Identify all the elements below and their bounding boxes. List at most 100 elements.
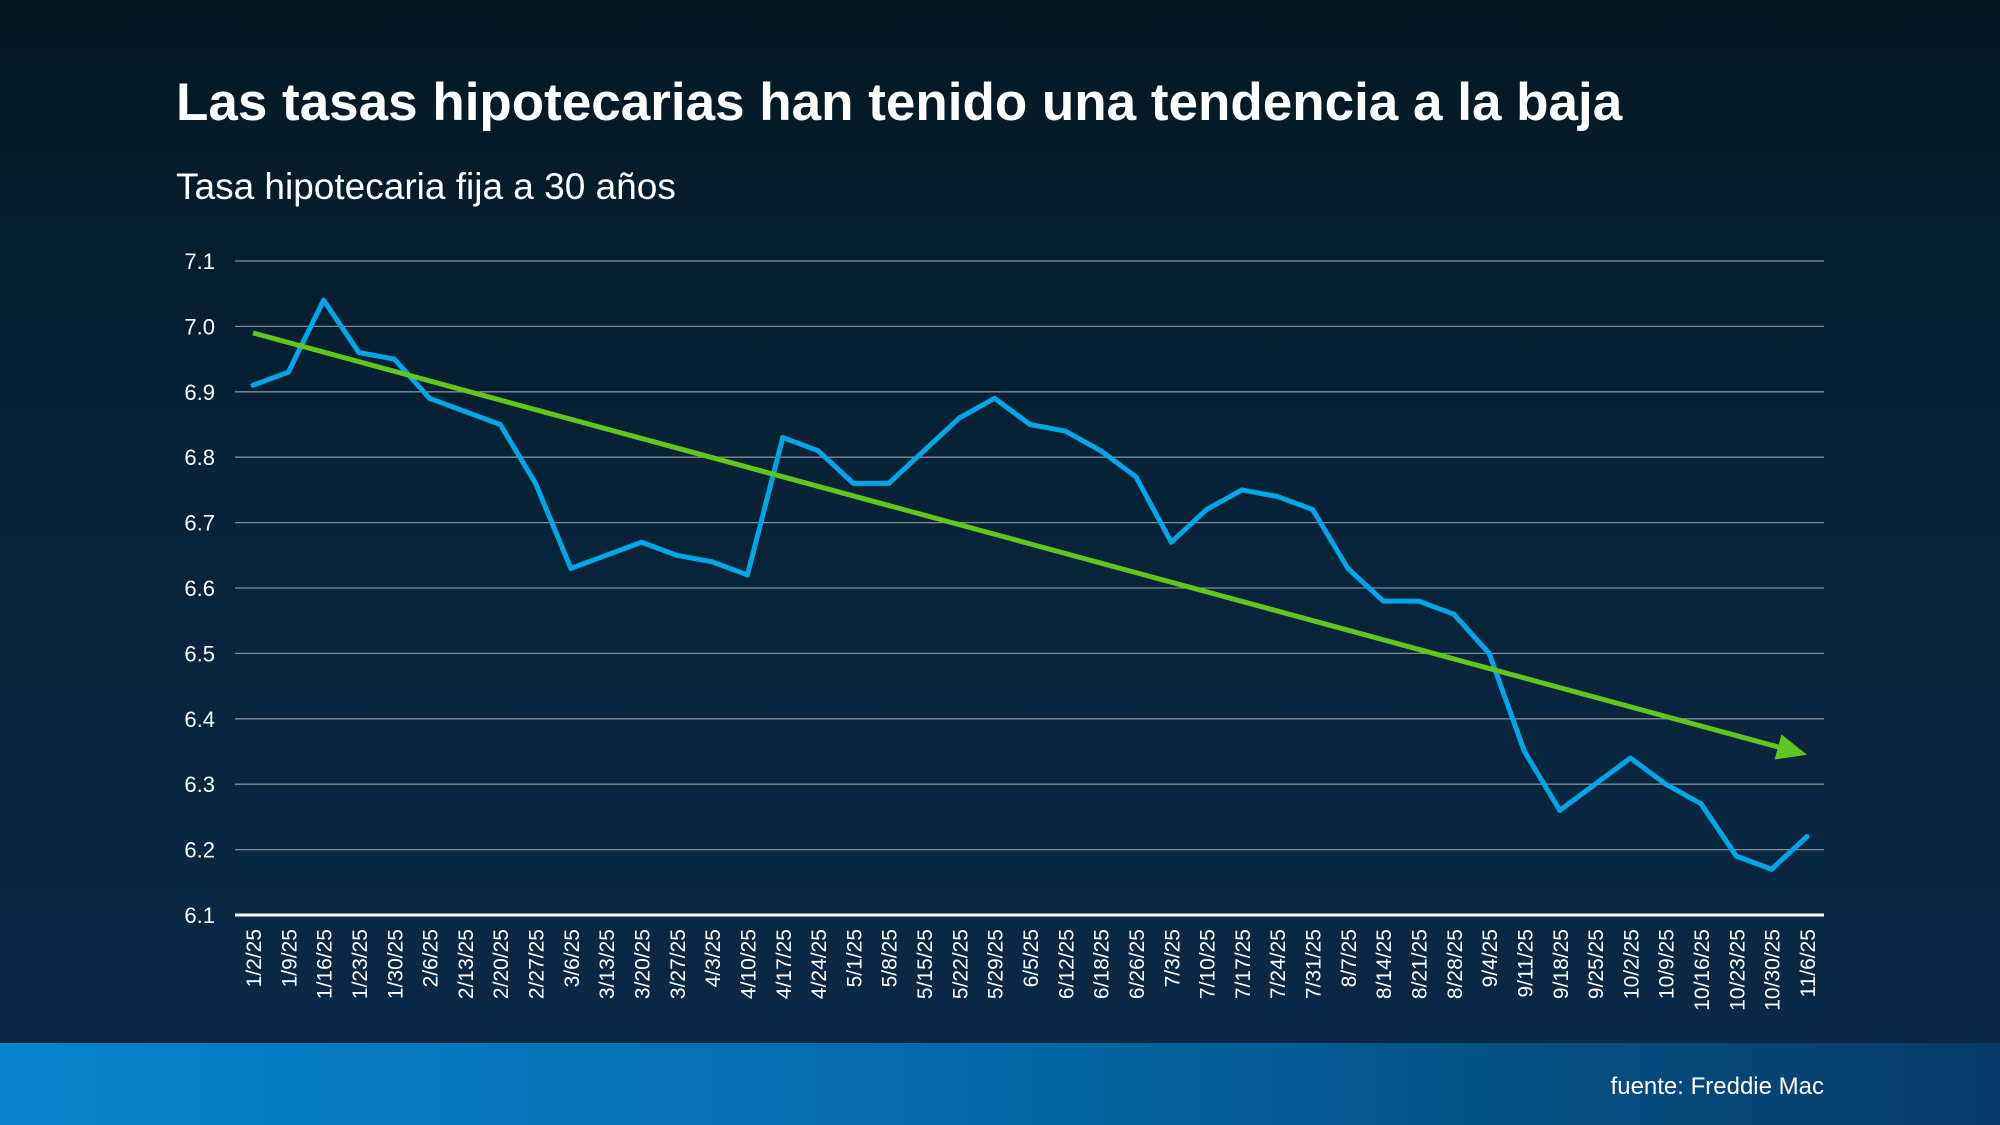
data-point bbox=[1310, 507, 1316, 513]
x-tick-label: 10/30/25 bbox=[1762, 929, 1785, 1011]
source-label: fuente: Freddie Mac bbox=[1610, 1073, 1824, 1100]
data-point bbox=[1062, 428, 1068, 434]
x-tick-label: 9/18/25 bbox=[1550, 929, 1573, 999]
data-point bbox=[744, 572, 750, 578]
data-point bbox=[674, 552, 680, 558]
x-tick-label: 2/27/25 bbox=[526, 929, 549, 999]
x-tick-label: 1/16/25 bbox=[314, 929, 337, 999]
data-point bbox=[1133, 474, 1139, 480]
x-tick-label: 5/29/25 bbox=[985, 929, 1008, 999]
x-tick-label: 5/1/25 bbox=[843, 929, 866, 987]
line-chart: 7.1 7.0 6.9 6.8 6.7 6.6 6.5 6.4 6.3 6.2 6.1 1/2/25 1… bbox=[184, 260, 1824, 1011]
x-tick-label: 2/13/25 bbox=[455, 929, 478, 999]
x-tick-label: 4/3/25 bbox=[702, 929, 725, 987]
data-point bbox=[1345, 565, 1351, 571]
x-tick-label: 5/8/25 bbox=[879, 929, 902, 987]
x-tick-label: 2/20/25 bbox=[490, 929, 513, 999]
x-tick-label: 5/22/25 bbox=[949, 929, 972, 999]
data-point bbox=[391, 356, 397, 362]
x-tick-label: 8/21/25 bbox=[1409, 929, 1432, 999]
x-tick-label: 1/30/25 bbox=[384, 929, 407, 999]
data-point bbox=[850, 480, 856, 486]
data-point bbox=[250, 382, 256, 388]
data-point bbox=[1592, 781, 1598, 787]
x-tick-label: 3/20/25 bbox=[632, 929, 655, 999]
x-tick-label: 3/13/25 bbox=[596, 929, 619, 999]
x-tick-label: 4/10/25 bbox=[737, 929, 760, 999]
x-tick-label: 3/6/25 bbox=[561, 929, 584, 987]
x-tick-label: 7/10/25 bbox=[1197, 929, 1220, 999]
data-point bbox=[921, 448, 927, 454]
x-tick-label: 1/9/25 bbox=[278, 929, 301, 987]
data-point bbox=[709, 559, 715, 565]
x-tick-label: 5/15/25 bbox=[914, 929, 937, 999]
x-tick-label: 4/17/25 bbox=[773, 929, 796, 999]
data-point bbox=[815, 448, 821, 454]
x-tick-label: 9/25/25 bbox=[1585, 929, 1608, 999]
x-tick-label: 6/18/25 bbox=[1091, 929, 1114, 999]
x-tick-label: 1/23/25 bbox=[349, 929, 372, 999]
x-tick-label: 8/7/25 bbox=[1338, 929, 1361, 987]
y-tick-label: 6.8 bbox=[184, 445, 215, 470]
x-tick-label: 10/23/25 bbox=[1726, 929, 1749, 1011]
data-point bbox=[1239, 487, 1245, 493]
y-tick-label: 6.2 bbox=[184, 838, 215, 863]
x-tick-label: 7/24/25 bbox=[1267, 929, 1290, 999]
chart-subtitle: Tasa hipotecaria fija a 30 años bbox=[176, 166, 676, 207]
trend-line bbox=[252, 330, 1779, 750]
data-point bbox=[285, 369, 291, 375]
x-tick-label: 10/9/25 bbox=[1656, 929, 1679, 999]
data-point bbox=[1557, 807, 1563, 813]
data-point bbox=[321, 297, 327, 303]
data-point bbox=[886, 480, 892, 486]
data-point bbox=[568, 565, 574, 571]
y-tick-label: 6.4 bbox=[184, 707, 215, 732]
x-tick-label: 8/14/25 bbox=[1373, 929, 1396, 999]
data-point bbox=[1416, 598, 1421, 604]
data-point bbox=[1521, 749, 1527, 754]
chart-title: Las tasas hipotecarias han tenido una te… bbox=[176, 73, 1623, 132]
data-point bbox=[956, 415, 962, 421]
data-point bbox=[1627, 755, 1633, 761]
data-point bbox=[462, 408, 468, 414]
y-tick-label: 7.0 bbox=[184, 314, 215, 339]
x-tick-label: 3/27/25 bbox=[667, 929, 690, 999]
x-tick-label: 9/11/25 bbox=[1514, 929, 1537, 998]
x-tick-label: 8/28/25 bbox=[1444, 929, 1467, 999]
x-tick-label: 6/12/25 bbox=[1055, 929, 1078, 999]
data-point bbox=[1098, 448, 1104, 454]
data-point bbox=[427, 395, 433, 401]
data-point bbox=[1168, 539, 1174, 545]
data-point bbox=[780, 435, 786, 441]
data-point bbox=[1663, 781, 1669, 787]
y-tick-label: 6.7 bbox=[184, 511, 215, 536]
y-tick-label: 6.9 bbox=[184, 380, 215, 405]
data-point bbox=[1380, 598, 1386, 604]
x-tick-label: 10/2/25 bbox=[1620, 929, 1643, 999]
data-point bbox=[1451, 611, 1457, 617]
x-tick-label: 7/3/25 bbox=[1161, 929, 1184, 987]
trend-arrowhead bbox=[1774, 734, 1807, 760]
y-tick-label: 6.1 bbox=[184, 903, 215, 928]
data-point bbox=[1733, 853, 1739, 859]
y-tick-label: 6.6 bbox=[184, 576, 215, 601]
data-point bbox=[603, 552, 609, 558]
data-point bbox=[533, 480, 539, 486]
footer-bar: fuente: Freddie Mac bbox=[0, 1043, 2000, 1125]
x-tick-label: 11/6/25 bbox=[1797, 929, 1820, 998]
data-point bbox=[1769, 866, 1775, 872]
data-point bbox=[1204, 507, 1210, 513]
x-tick-label: 7/17/25 bbox=[1232, 929, 1255, 999]
data-point bbox=[1698, 801, 1704, 807]
data-point bbox=[1486, 650, 1492, 656]
data-point bbox=[1274, 493, 1280, 499]
data-point bbox=[639, 539, 644, 545]
data-point bbox=[992, 395, 998, 401]
data-point bbox=[1804, 834, 1810, 840]
data-point bbox=[497, 422, 503, 427]
y-tick-label: 6.3 bbox=[184, 772, 215, 797]
x-tick-label: 6/5/25 bbox=[1020, 929, 1043, 987]
x-tick-label: 2/6/25 bbox=[420, 929, 443, 987]
x-tick-label: 1/2/25 bbox=[243, 929, 266, 987]
x-tick-label: 10/16/25 bbox=[1691, 929, 1714, 1011]
